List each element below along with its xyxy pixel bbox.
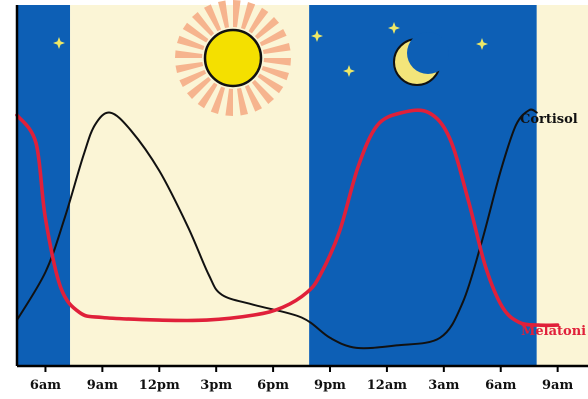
sun-icon	[175, 0, 291, 116]
sun-ray	[179, 69, 207, 87]
moon-icon	[393, 32, 449, 86]
series-label-melatonin: Melatoni	[521, 324, 586, 339]
sun-ray	[262, 43, 291, 54]
x-tick-label: 9am	[542, 378, 573, 393]
sun-ray	[248, 7, 269, 34]
x-tick-label: 9pm	[314, 378, 346, 393]
sun-rays	[175, 0, 291, 116]
sun-ray	[177, 35, 205, 50]
sun-ray	[257, 73, 284, 94]
sun-ray	[244, 84, 262, 112]
sun-ray	[192, 12, 215, 37]
series-line-melatonin	[15, 108, 560, 328]
star-icon	[311, 30, 323, 42]
stars	[53, 22, 488, 77]
series-line-cortisol	[16, 108, 538, 350]
sun-ray	[187, 76, 212, 99]
sun-ray	[259, 29, 287, 47]
day-band-3	[536, 5, 588, 366]
x-tick-label: 3pm	[200, 378, 232, 393]
star-icon	[343, 65, 355, 77]
sun-ray	[254, 17, 279, 40]
sun-ray	[251, 79, 274, 104]
sun-ray	[261, 66, 289, 81]
sun-ray	[182, 22, 209, 43]
sun-ray	[175, 50, 203, 58]
series-label-cortisol: Cortisol	[520, 112, 578, 127]
sun-ray	[210, 86, 225, 114]
x-tick-label: 12pm	[139, 378, 180, 393]
sun-ray	[263, 58, 291, 66]
sun-ray	[204, 4, 222, 32]
sun-ray	[197, 82, 218, 109]
x-tick-label: 6am	[30, 378, 61, 393]
night-band-0	[17, 5, 71, 366]
x-tick-label: 6am	[485, 378, 516, 393]
x-ticks: 6am 9am 12pm 3pm 6pm 9pm 12am 3am 6am 9am	[30, 366, 573, 393]
x-tick-label: 12am	[367, 378, 408, 393]
star-icon	[476, 38, 488, 50]
sun-ray	[237, 87, 248, 116]
series-lines	[15, 108, 560, 350]
sun-ray	[175, 62, 204, 73]
sun-disc	[203, 28, 263, 88]
sun-ray	[218, 0, 229, 29]
x-tick-label: 6pm	[257, 378, 289, 393]
sun-ray	[225, 88, 233, 116]
star-icon	[388, 22, 400, 34]
sun-ray	[241, 2, 256, 30]
x-tick-label: 9am	[87, 378, 118, 393]
star-icon	[53, 37, 65, 49]
day-night-bands	[17, 5, 588, 366]
x-tick-label: 3am	[428, 378, 459, 393]
sun-ray	[233, 0, 241, 28]
